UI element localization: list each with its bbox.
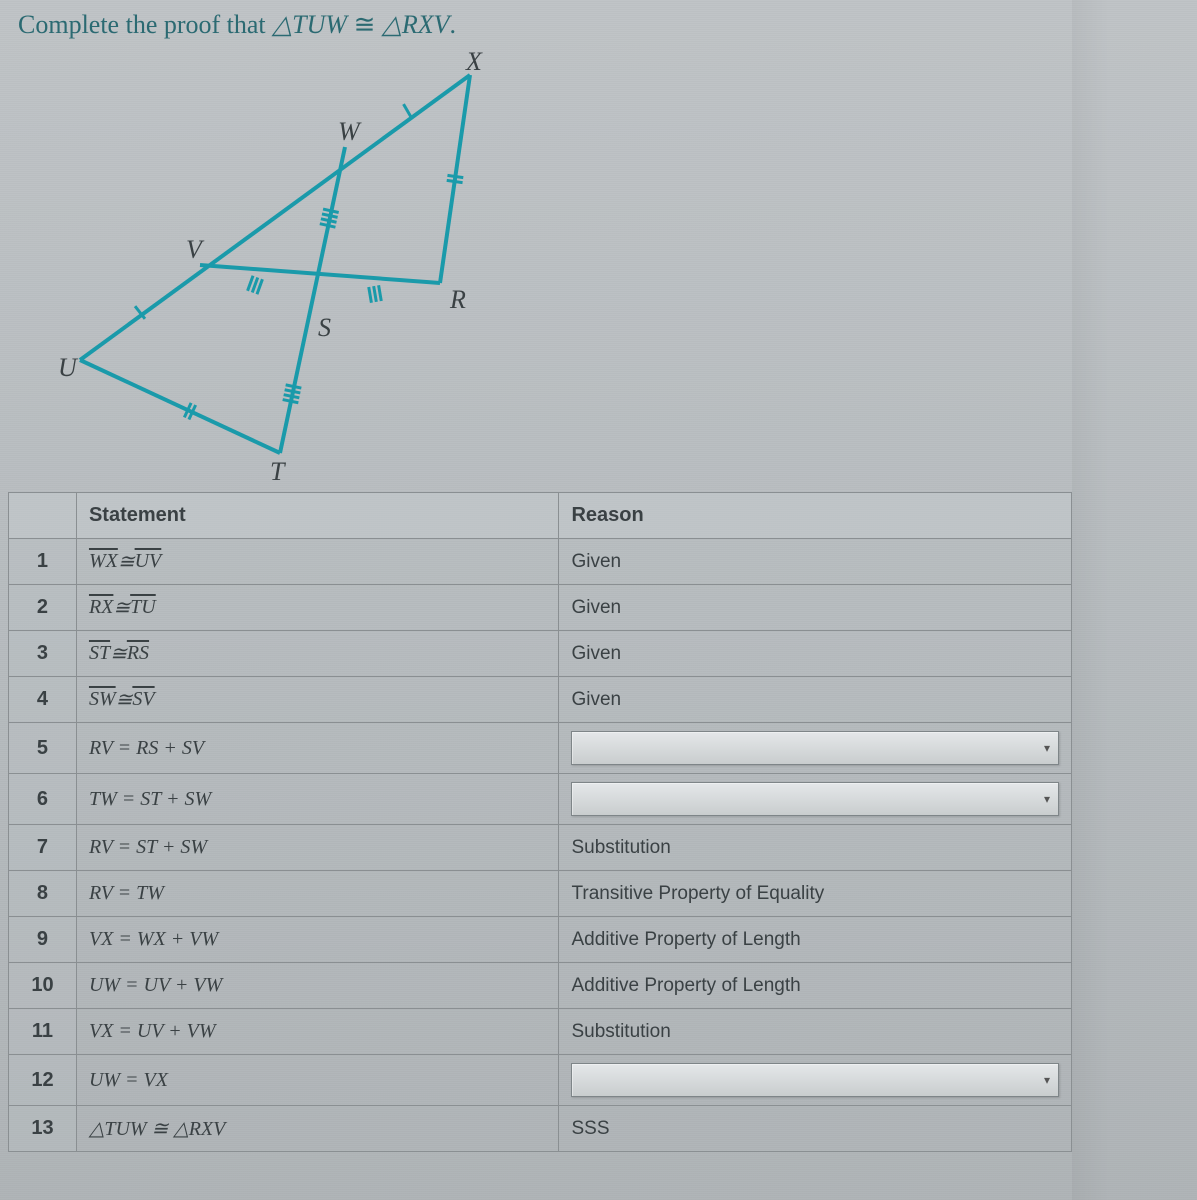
title-suffix: . [450,10,457,39]
statement-cell: VX = UV + VW [77,1009,560,1054]
table-row: 2RX ≅ TUGiven [9,585,1072,631]
point-label-W: W [338,117,360,147]
title-tri1: △TUW [272,10,347,39]
reason-cell: Transitive Property of Equality [559,871,1072,916]
reason-cell: Given [559,677,1072,722]
reason-cell: Substitution [559,825,1072,870]
point-label-U: U [58,353,77,383]
reason-dropdown[interactable] [571,782,1059,816]
title-congr: ≅ [347,10,382,39]
row-number: 5 [9,723,77,773]
statement-cell: SW ≅ SV [77,677,560,722]
statement-cell: VX = WX + VW [77,917,560,962]
table-row: 13△TUW ≅ △RXVSSS [9,1106,1072,1152]
statement-cell: RV = ST + SW [77,825,560,870]
row-number: 4 [9,677,77,722]
table-row: 10UW = UV + VWAdditive Property of Lengt… [9,963,1072,1009]
statement-cell: UW = VX [77,1055,560,1105]
statement-cell: WX ≅ UV [77,539,560,584]
title-prefix: Complete the proof that [18,10,272,39]
table-row: 3ST ≅ RSGiven [9,631,1072,677]
reason-cell [559,723,1072,773]
row-number: 11 [9,1009,77,1054]
col-header-stmt: Statement [77,493,560,538]
table-row: 1WX ≅ UVGiven [9,539,1072,585]
statement-cell: △TUW ≅ △RXV [77,1106,560,1151]
table-row: 8RV = TWTransitive Property of Equality [9,871,1072,917]
page: { "title_parts": { "prefix": "Complete t… [0,0,1197,1200]
row-number: 3 [9,631,77,676]
statement-cell: TW = ST + SW [77,774,560,824]
point-label-T: T [270,457,284,487]
table-row: 4SW ≅ SVGiven [9,677,1072,723]
statement-cell: RV = RS + SV [77,723,560,773]
row-number: 9 [9,917,77,962]
table-row: 9VX = WX + VWAdditive Property of Length [9,917,1072,963]
row-number: 6 [9,774,77,824]
reason-cell: Given [559,585,1072,630]
point-label-X: X [466,47,482,77]
reason-cell: SSS [559,1106,1072,1151]
row-number: 13 [9,1106,77,1151]
proof-table: Statement Reason 1WX ≅ UVGiven2RX ≅ TUGi… [8,492,1072,1152]
table-row: 7RV = ST + SWSubstitution [9,825,1072,871]
reason-cell: Given [559,631,1072,676]
diagram-svg [60,55,520,475]
row-number: 7 [9,825,77,870]
table-row: 5RV = RS + SV [9,723,1072,774]
row-number: 8 [9,871,77,916]
point-label-R: R [450,285,466,315]
row-number: 10 [9,963,77,1008]
row-number: 2 [9,585,77,630]
row-number: 1 [9,539,77,584]
page-margin [1072,0,1197,1200]
reason-dropdown[interactable] [571,1063,1059,1097]
reason-cell [559,774,1072,824]
col-header-reason: Reason [559,493,1072,538]
reason-cell: Substitution [559,1009,1072,1054]
reason-cell: Additive Property of Length [559,917,1072,962]
table-header: Statement Reason [9,493,1072,539]
statement-cell: ST ≅ RS [77,631,560,676]
col-header-num [9,493,77,538]
statement-cell: RX ≅ TU [77,585,560,630]
reason-cell: Additive Property of Length [559,963,1072,1008]
reason-cell [559,1055,1072,1105]
row-number: 12 [9,1055,77,1105]
triangle-diagram: UVWXRST [60,55,520,475]
title-tri2: △RXV [382,10,450,39]
point-label-S: S [318,313,331,343]
table-row: 12UW = VX [9,1055,1072,1106]
table-row: 6TW = ST + SW [9,774,1072,825]
table-row: 11VX = UV + VWSubstitution [9,1009,1072,1055]
point-label-V: V [186,235,202,265]
reason-dropdown[interactable] [571,731,1059,765]
reason-cell: Given [559,539,1072,584]
statement-cell: UW = UV + VW [77,963,560,1008]
page-title: Complete the proof that △TUW ≅ △RXV. [18,10,456,40]
statement-cell: RV = TW [77,871,560,916]
